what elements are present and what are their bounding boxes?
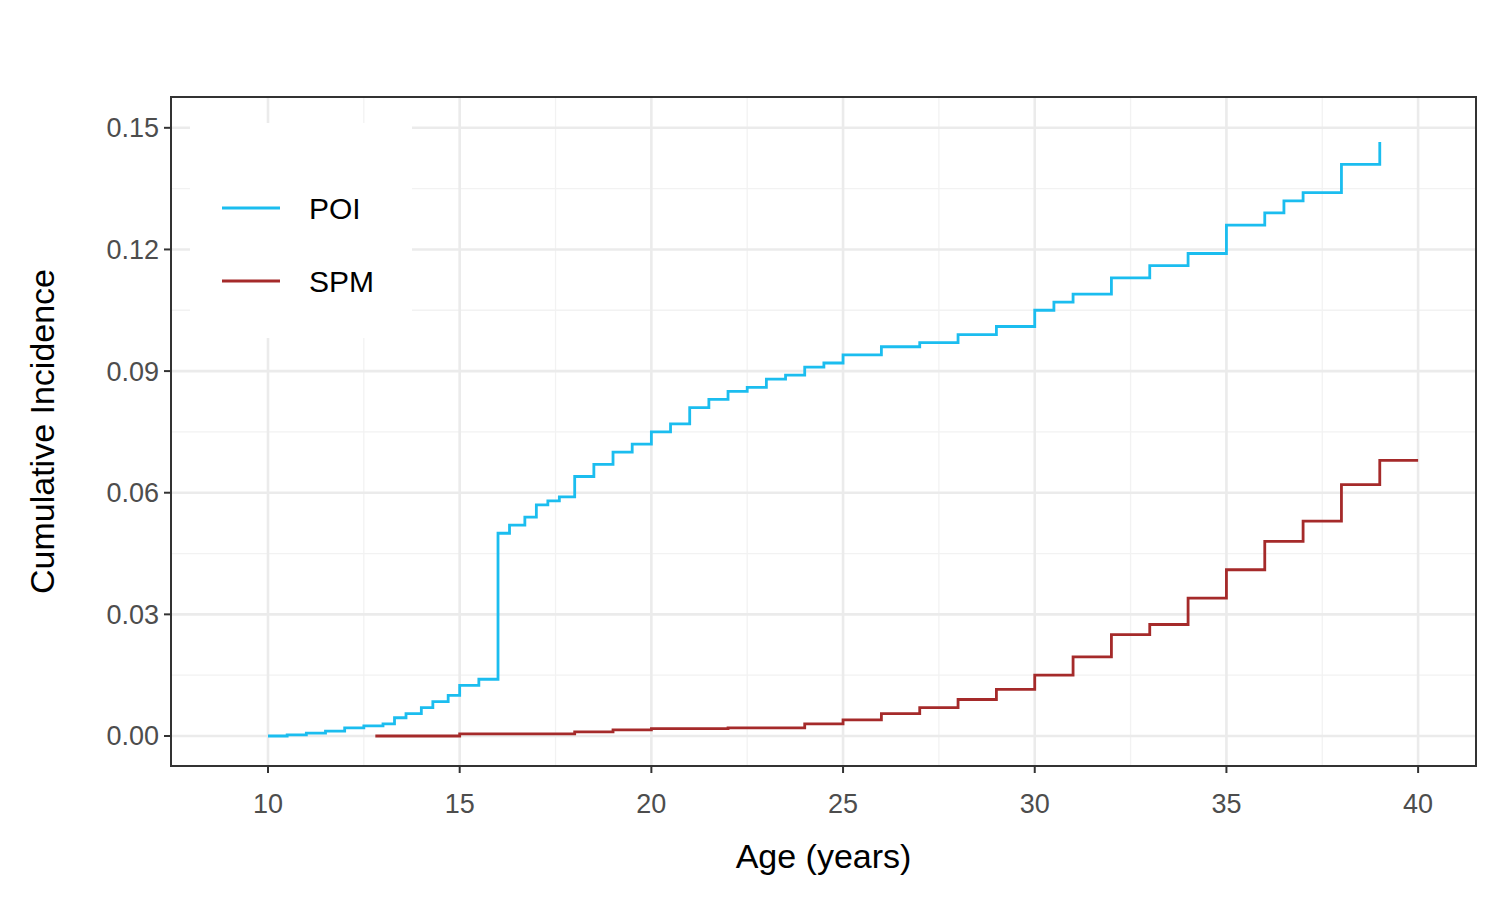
grid (171, 97, 1476, 766)
x-axis-title: Age (years) (736, 837, 912, 875)
series-line (268, 142, 1380, 736)
minor-grid-y (171, 675, 1476, 676)
x-tick (650, 766, 652, 773)
chart: 10 15 20 25 30 35 40 0.00 0.03 0.06 0.09 0.12 0.15 Ag… (0, 0, 1500, 900)
minor-grid-y (171, 553, 1476, 554)
axes: 10 15 20 25 30 35 40 0.00 0.03 0.06 0.09 0.12 0.15 (106, 113, 1433, 819)
x-tick-label: 10 (253, 789, 283, 819)
y-tick-label: 0.15 (106, 113, 159, 143)
y-tick (164, 613, 171, 615)
y-tick (164, 370, 171, 372)
x-tick (1225, 766, 1227, 773)
x-tick (267, 766, 269, 773)
grid-x (1225, 97, 1228, 766)
grid-x (842, 97, 845, 766)
y-tick (164, 492, 171, 494)
x-tick-label: 15 (445, 789, 475, 819)
y-tick-label: 0.00 (106, 721, 159, 751)
grid-y (171, 491, 1476, 494)
chart-root: 10 15 20 25 30 35 40 0.00 0.03 0.06 0.09 0.12 0.15 Ag… (0, 0, 1500, 900)
grid-x (458, 97, 461, 766)
grid-x (1033, 97, 1036, 766)
grid-y (171, 735, 1476, 738)
y-axis-title: Cumulative Incidence (23, 269, 61, 594)
y-tick-label: 0.03 (106, 600, 159, 630)
x-tick (1034, 766, 1036, 773)
legend-background (190, 123, 412, 338)
x-tick-label: 40 (1403, 789, 1433, 819)
x-tick (459, 766, 461, 773)
panel-background (171, 97, 1476, 766)
y-tick-label: 0.09 (106, 357, 159, 387)
legend: POI SPM (190, 123, 412, 338)
series-group (268, 142, 1418, 736)
y-tick (164, 735, 171, 737)
grid-y (171, 613, 1476, 616)
y-tick (164, 248, 171, 250)
x-tick-label: 20 (636, 789, 666, 819)
legend-label: POI (309, 192, 361, 225)
x-tick-label: 30 (1020, 789, 1050, 819)
minor-grid-y (171, 431, 1476, 432)
legend-key (222, 280, 280, 283)
legend-key (222, 207, 280, 210)
series-line (375, 460, 1418, 736)
y-tick-label: 0.06 (106, 478, 159, 508)
x-tick (1417, 766, 1419, 773)
legend-label: SPM (309, 265, 374, 298)
x-tick-label: 35 (1211, 789, 1241, 819)
y-tick (164, 127, 171, 129)
y-tick-label: 0.12 (106, 235, 159, 265)
grid-y (171, 370, 1476, 373)
grid-x (1417, 97, 1420, 766)
x-tick (842, 766, 844, 773)
x-tick-label: 25 (828, 789, 858, 819)
panel-border (171, 97, 1476, 766)
